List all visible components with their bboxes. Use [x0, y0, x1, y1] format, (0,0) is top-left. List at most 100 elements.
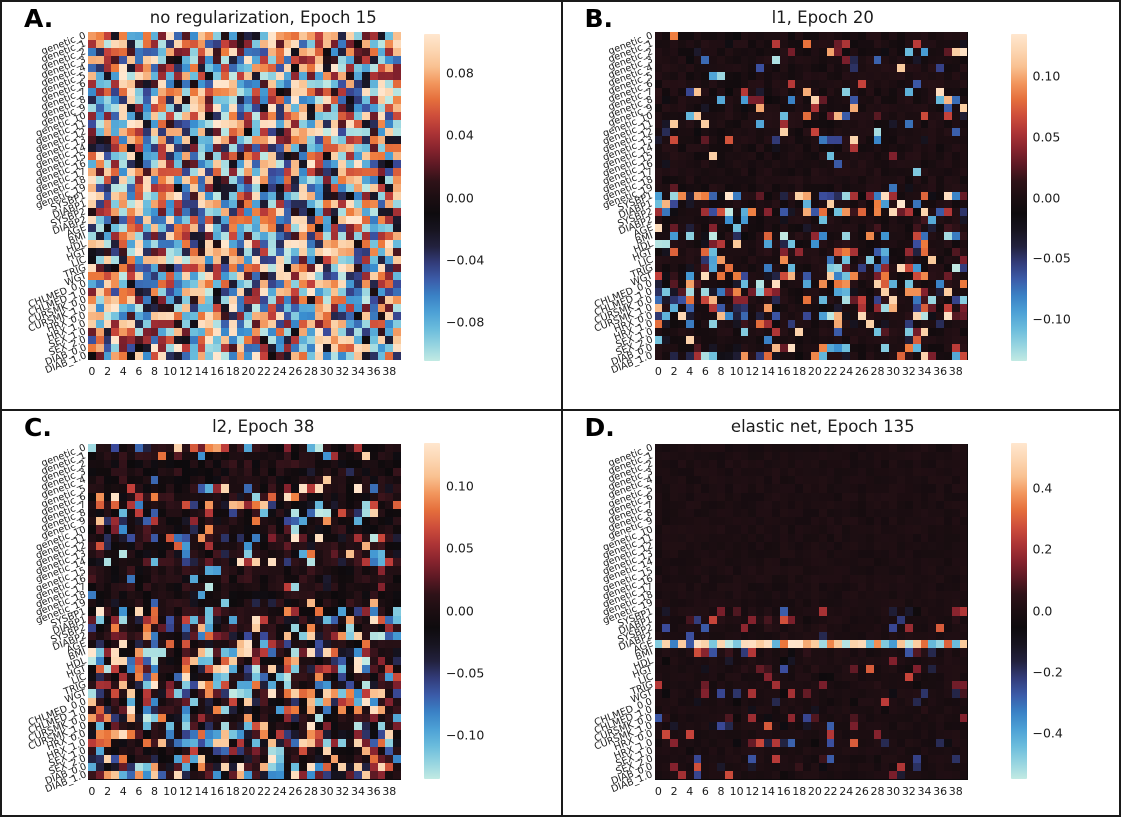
heatmap-cell	[103, 648, 112, 657]
heatmap-cell	[189, 96, 198, 104]
heatmap-cell	[369, 631, 378, 641]
heatmap-cell	[244, 476, 253, 485]
heatmap-cell	[764, 168, 772, 176]
heatmap-cell	[724, 256, 733, 264]
heatmap-cell	[377, 200, 386, 208]
panel-b-heatmap[interactable]	[654, 32, 968, 360]
heatmap-cell	[103, 681, 112, 690]
heatmap-cell	[842, 40, 851, 48]
heatmap-cell	[385, 574, 394, 583]
heatmap-cell	[205, 459, 214, 469]
heatmap-cell	[88, 697, 96, 706]
heatmap-cell	[393, 168, 401, 176]
heatmap-cell	[174, 56, 182, 64]
heatmap-cell	[818, 176, 827, 184]
heatmap-cell	[756, 280, 765, 288]
heatmap-cell	[865, 320, 874, 328]
heatmap-cell	[221, 240, 229, 248]
heatmap-cell	[213, 517, 222, 526]
heatmap-cell	[709, 64, 718, 72]
heatmap-cell	[346, 344, 355, 352]
heatmap-cell	[361, 443, 370, 452]
heatmap-cell	[338, 344, 347, 352]
heatmap-cell	[795, 248, 804, 256]
heatmap-cell	[260, 152, 268, 160]
heatmap-cell	[951, 256, 960, 264]
heatmap-cell	[904, 80, 913, 88]
heatmap-cell	[189, 558, 198, 567]
heatmap-cell	[393, 248, 401, 256]
heatmap-cell	[221, 336, 229, 344]
heatmap-cell	[119, 56, 128, 64]
heatmap-cell	[275, 264, 284, 272]
heatmap-cell	[662, 112, 671, 120]
heatmap-cell	[299, 128, 308, 136]
heatmap-cell	[393, 224, 401, 232]
heatmap-cell	[95, 615, 104, 624]
heatmap-cell	[103, 640, 112, 649]
heatmap-cell	[912, 216, 921, 224]
heatmap-cell	[764, 264, 772, 272]
heatmap-cell	[889, 328, 898, 336]
heatmap-cell	[213, 623, 222, 632]
heatmap-cell	[928, 232, 937, 240]
heatmap-cell	[174, 599, 182, 608]
heatmap-cell	[857, 240, 866, 248]
heatmap-cell	[654, 336, 663, 344]
heatmap-cell	[283, 152, 292, 160]
heatmap-cell	[291, 525, 300, 534]
heatmap-cell	[693, 224, 702, 232]
heatmap-cell	[174, 96, 182, 104]
heatmap-cell	[322, 280, 331, 288]
heatmap-cell	[818, 304, 827, 312]
heatmap-cell	[103, 280, 112, 288]
heatmap-cell	[724, 304, 733, 312]
heatmap-cell	[701, 328, 710, 336]
heatmap-cell	[826, 64, 835, 72]
heatmap-cell	[709, 192, 718, 200]
heatmap-cell	[283, 582, 292, 591]
heatmap-cell	[346, 80, 355, 88]
heatmap-cell	[150, 681, 159, 690]
heatmap-cell	[857, 96, 866, 104]
heatmap-cell	[740, 120, 749, 128]
heatmap-cell	[748, 200, 757, 208]
heatmap-cell	[377, 566, 386, 575]
heatmap-cell	[369, 104, 378, 112]
heatmap-cell	[393, 517, 401, 526]
heatmap-cell	[307, 509, 315, 518]
heatmap-cell	[912, 88, 921, 96]
heatmap-cell	[787, 200, 796, 208]
heatmap-cell	[338, 96, 347, 104]
heatmap-cell	[944, 152, 952, 160]
panel-c-heatmap[interactable]	[88, 443, 401, 780]
heatmap-cell	[338, 192, 347, 200]
heatmap-cell	[158, 72, 167, 80]
heatmap-cell	[291, 64, 300, 72]
heatmap-cell	[740, 128, 749, 136]
heatmap-cell	[724, 144, 733, 152]
heatmap-cell	[158, 32, 167, 40]
heatmap-cell	[213, 192, 222, 200]
panel-a-heatmap[interactable]	[88, 32, 401, 360]
heatmap-cell	[354, 272, 362, 280]
heatmap-cell	[920, 80, 929, 88]
heatmap-cell	[150, 525, 159, 534]
heatmap-cell	[181, 525, 190, 534]
heatmap-cell	[873, 328, 882, 336]
heatmap-cell	[291, 136, 300, 144]
heatmap-cell	[252, 738, 261, 747]
heatmap-cell	[205, 689, 214, 698]
heatmap-cell	[267, 722, 276, 731]
heatmap-cell	[197, 640, 206, 649]
heatmap-cell	[369, 459, 378, 469]
heatmap-cell	[693, 192, 702, 200]
heatmap-cell	[393, 459, 401, 469]
heatmap-cell	[897, 64, 905, 72]
heatmap-cell	[889, 104, 898, 112]
heatmap-cell	[670, 136, 678, 144]
heatmap-cell	[213, 88, 222, 96]
heatmap-cell	[197, 476, 206, 485]
heatmap-cell	[361, 558, 370, 567]
heatmap-cell	[361, 631, 370, 641]
